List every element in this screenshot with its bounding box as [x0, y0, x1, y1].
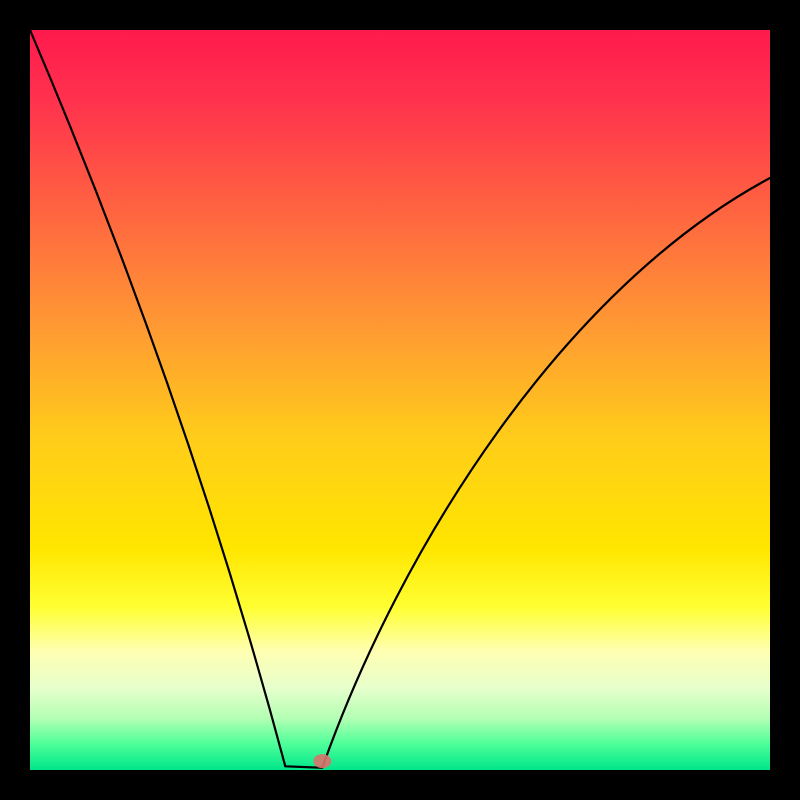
frame-top — [0, 0, 800, 30]
frame-bottom — [0, 770, 800, 800]
bottleneck-chart — [30, 30, 770, 770]
frame-left — [0, 0, 30, 800]
chart-background — [30, 30, 770, 770]
frame-right — [770, 0, 800, 800]
optimal-point-marker — [313, 754, 331, 768]
